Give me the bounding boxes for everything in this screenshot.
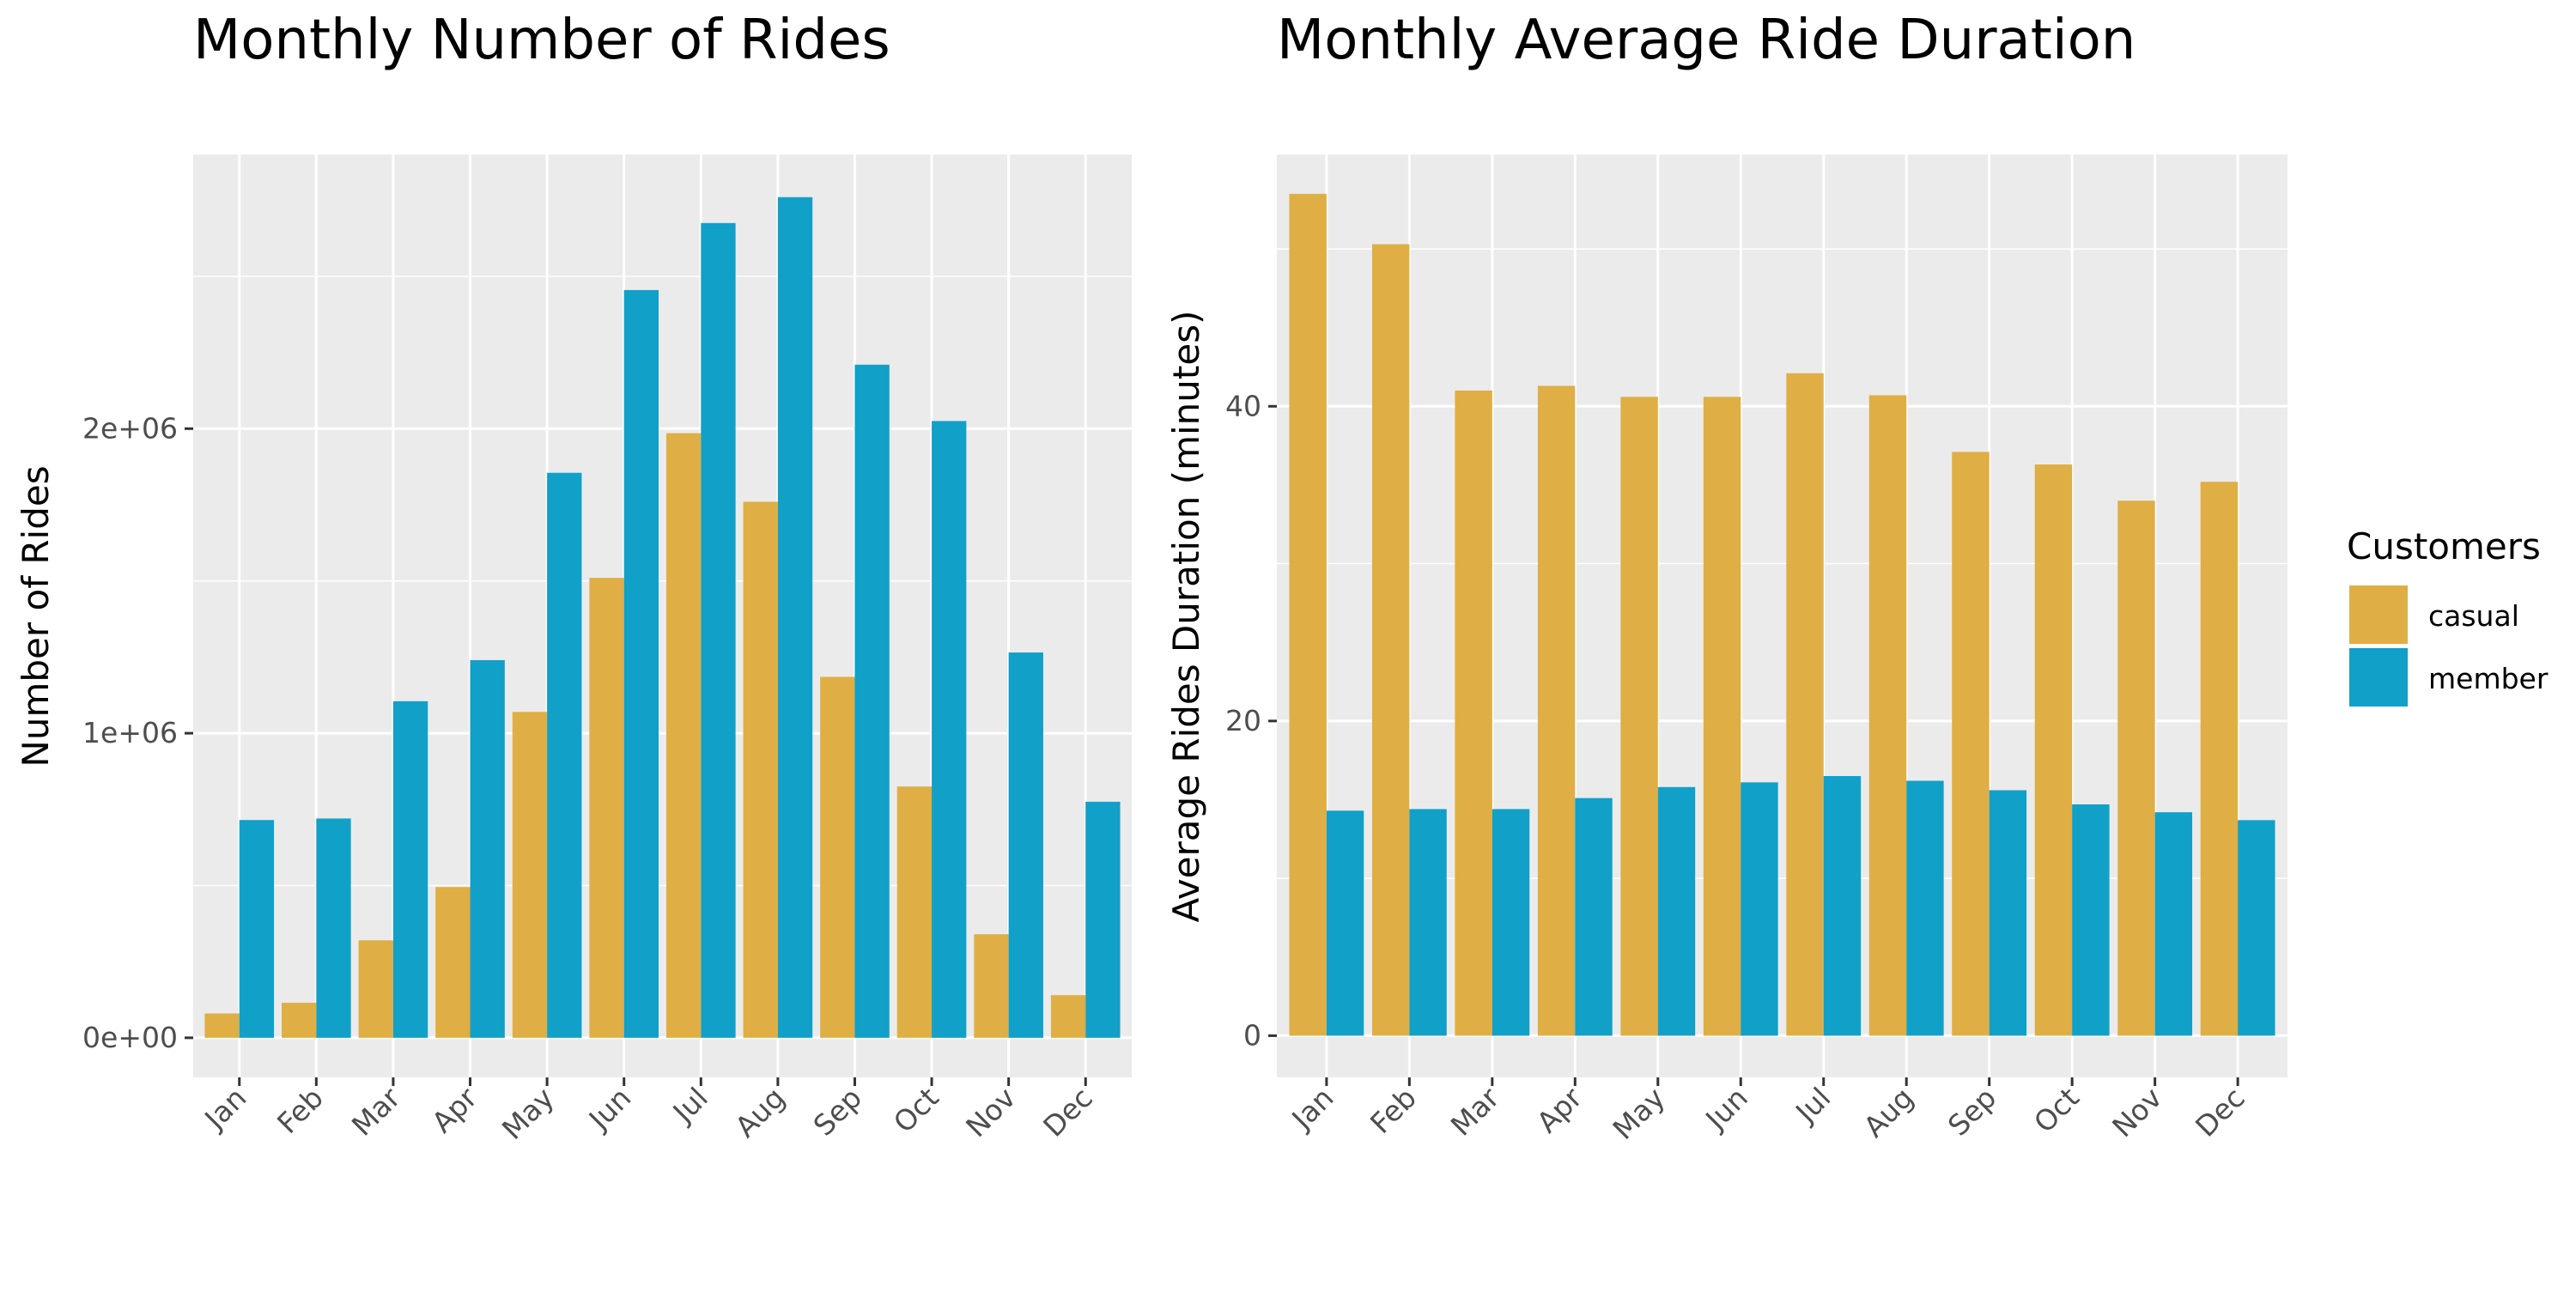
rides-count-x-tick-label-dec: Dec: [1036, 1081, 1099, 1143]
ride-duration-x-tick-label-sep: Sep: [1941, 1081, 2003, 1143]
rides-count-bar-casual-feb: [282, 1003, 316, 1038]
ride-duration-bar-member-mar: [1492, 809, 1529, 1035]
legend-title: Customers: [2347, 525, 2541, 567]
rides-count-bar-member-sep: [854, 365, 889, 1038]
ride-duration-x-tick-label-nov: Nov: [2105, 1081, 2168, 1143]
rides-count-bar-member-jan: [240, 820, 274, 1038]
ride-duration-y-tick-label: 0: [1243, 1018, 1261, 1052]
legend-label-casual: casual: [2428, 599, 2519, 633]
ride-duration-x-tick-label-aug: Aug: [1857, 1081, 1920, 1143]
rides-count-bar-casual-sep: [820, 676, 854, 1037]
rides-count-bar-member-feb: [316, 818, 350, 1037]
legend: Customers casual member: [2347, 525, 2549, 707]
ride-duration-bar-member-may: [1658, 787, 1695, 1036]
ride-duration-bar-member-nov: [2155, 812, 2192, 1035]
rides-count-y-tick-label: 2e+06: [82, 411, 178, 445]
rides-count-y-tick-label: 0e+00: [82, 1021, 178, 1054]
ride-duration-x-tick-label-jul: Jul: [1788, 1081, 1837, 1130]
legend-key-member: [2349, 648, 2408, 707]
ride-duration-bar-member-sep: [1990, 790, 2026, 1035]
ride-duration-bar-member-jul: [1824, 776, 1861, 1035]
ride-duration-bar-casual-oct: [2035, 464, 2072, 1035]
rides-count-y-axis-title: Number of Rides: [15, 465, 57, 767]
ride-duration-x-tick-label-feb: Feb: [1364, 1081, 1423, 1140]
ride-duration-bar-member-feb: [1409, 809, 1446, 1035]
ride-duration-y-tick-label: 40: [1225, 389, 1261, 422]
legend-label-member: member: [2428, 662, 2549, 695]
ride-duration-bar-casual-mar: [1455, 391, 1492, 1035]
ride-duration-x-tick-label-jun: Jun: [1698, 1081, 1753, 1137]
rides-count-bar-member-nov: [1009, 652, 1043, 1038]
ride-duration-x-tick-label-jan: Jan: [1285, 1081, 1340, 1137]
rides-count-bar-member-mar: [393, 701, 428, 1038]
ride-duration-bar-casual-may: [1620, 397, 1657, 1035]
rides-count-bar-casual-oct: [897, 786, 932, 1038]
ride-duration-bar-casual-apr: [1538, 385, 1575, 1035]
legend-key-casual: [2349, 585, 2408, 644]
ride-duration-bar-member-oct: [2072, 804, 2109, 1035]
ride-duration-title: Monthly Average Ride Duration: [1277, 9, 2136, 72]
rides-count-panel: Monthly Number of Rides Number of Rides …: [15, 9, 1132, 1146]
ride-duration-x-tick-label-may: May: [1607, 1081, 1672, 1146]
rides-count-bar-casual-aug: [744, 501, 778, 1037]
rides-count-x-tick-label-jul: Jul: [665, 1081, 714, 1130]
rides-count-bar-member-jul: [701, 223, 735, 1038]
rides-count-y-ticks: 0e+00 1e+06 2e+06: [82, 411, 193, 1054]
rides-count-bar-member-oct: [932, 421, 966, 1037]
ride-duration-bar-casual-aug: [1869, 395, 1906, 1035]
rides-count-x-tick-label-oct: Oct: [887, 1081, 945, 1139]
rides-count-bar-casual-may: [513, 712, 547, 1038]
ride-duration-bar-casual-sep: [1952, 452, 1989, 1035]
ride-duration-bar-casual-jun: [1704, 397, 1741, 1035]
rides-count-bar-member-jun: [624, 290, 659, 1038]
rides-count-bar-casual-jul: [666, 434, 701, 1038]
rides-count-bar-casual-mar: [359, 940, 393, 1038]
ride-duration-bar-member-apr: [1575, 798, 1612, 1036]
rides-count-bar-casual-dec: [1051, 995, 1085, 1038]
ride-duration-bar-casual-nov: [2117, 500, 2154, 1035]
rides-count-bar-casual-nov: [974, 934, 1008, 1038]
rides-count-title: Monthly Number of Rides: [193, 9, 890, 72]
ride-duration-y-ticks: 0 20 40: [1225, 389, 1277, 1052]
rides-count-bar-member-may: [547, 473, 581, 1038]
rides-count-y-tick-label: 1e+06: [82, 716, 178, 749]
rides-count-bar-casual-jan: [204, 1013, 239, 1037]
rides-count-x-tick-label-sep: Sep: [807, 1081, 869, 1143]
rides-count-x-ticks: Jan Feb Mar Apr May Jun Jul Aug Sep Oct Nov Dec: [197, 1077, 1098, 1146]
ride-duration-bar-member-jan: [1327, 810, 1364, 1035]
ride-duration-x-tick-label-dec: Dec: [2189, 1081, 2251, 1143]
rides-count-bar-casual-apr: [435, 887, 470, 1038]
ride-duration-bar-member-jun: [1741, 782, 1777, 1035]
ride-duration-bar-casual-jul: [1786, 373, 1823, 1036]
rides-count-x-tick-label-apr: Apr: [425, 1081, 483, 1139]
rides-count-bar-member-dec: [1085, 802, 1120, 1038]
rides-count-x-tick-label-jun: Jun: [581, 1081, 637, 1137]
rides-count-bar-member-apr: [471, 660, 505, 1038]
ride-duration-y-axis-title: Average Rides Duration (minutes): [1165, 311, 1207, 923]
ride-duration-x-tick-label-oct: Oct: [2027, 1081, 2086, 1139]
ride-duration-bar-casual-jan: [1289, 194, 1326, 1036]
ride-duration-x-tick-label-mar: Mar: [1444, 1081, 1506, 1143]
ride-duration-x-tick-label-apr: Apr: [1530, 1081, 1589, 1139]
ride-duration-bar-member-aug: [1906, 780, 1943, 1035]
rides-count-x-tick-label-nov: Nov: [959, 1081, 1022, 1143]
rides-count-bar-casual-jun: [589, 578, 623, 1038]
ride-duration-bar-member-dec: [2238, 820, 2275, 1035]
rides-count-x-tick-label-mar: Mar: [345, 1081, 407, 1143]
ride-duration-bar-casual-dec: [2201, 482, 2238, 1035]
ride-duration-panel: Monthly Average Ride Duration Average Ri…: [1165, 9, 2287, 1146]
rides-count-bar-member-aug: [778, 197, 812, 1038]
rides-count-x-tick-label-may: May: [495, 1081, 561, 1146]
rides-count-x-tick-label-aug: Aug: [728, 1081, 791, 1143]
rides-count-x-tick-label-jan: Jan: [197, 1081, 252, 1137]
ride-duration-bar-casual-feb: [1372, 244, 1409, 1035]
ride-duration-x-ticks: Jan Feb Mar Apr May Jun Jul Aug Sep Oct Nov Dec: [1285, 1077, 2251, 1146]
rides-count-x-tick-label-feb: Feb: [270, 1081, 330, 1140]
ride-duration-y-tick-label: 20: [1225, 704, 1261, 737]
